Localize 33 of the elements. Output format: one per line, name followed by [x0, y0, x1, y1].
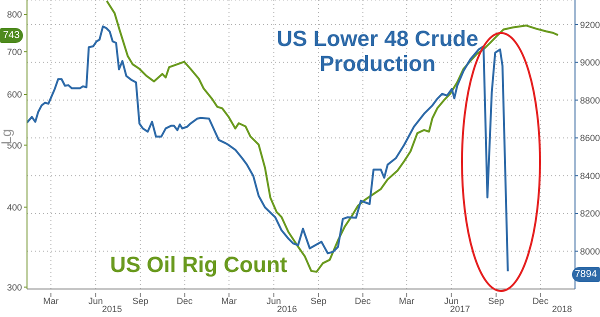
text: 2018	[552, 304, 572, 315]
x-tick-label: Jun	[266, 296, 282, 306]
x-tick-label: Mar	[43, 296, 59, 306]
y-tick-label: 600	[6, 90, 22, 100]
y2-tick-label: 9000	[580, 58, 600, 68]
y-tick-label: 800	[6, 10, 22, 20]
text: 2017	[450, 304, 470, 315]
x-tick-label: Sep	[310, 296, 327, 306]
y2-tick-label: 8200	[580, 208, 600, 219]
x-tick-label: Mar	[398, 296, 414, 306]
series-label: US Oil Rig Count	[110, 252, 288, 277]
x-tick-label: Jun	[88, 296, 103, 306]
y-axis-title: Lg	[0, 128, 14, 144]
x-tick-label: Dec	[176, 296, 194, 306]
text: 743	[0, 28, 23, 43]
y-tick-label: 400	[6, 202, 22, 212]
y-tick-label: 700	[6, 46, 22, 57]
x-tick-label: Sep	[488, 296, 504, 306]
series-label: US Lower 48 Crude Production	[276, 26, 480, 76]
text: 2016	[276, 304, 298, 315]
x-tick-label: Sep	[132, 296, 148, 306]
y2-tick-label: 8600	[580, 133, 600, 144]
x-tick-label: Jun	[444, 296, 459, 306]
y-tick-label: 300	[6, 282, 22, 292]
x-tick-label: Dec	[532, 296, 549, 306]
y2-tick-label: 8400	[580, 170, 600, 181]
y2-tick-label: 8800	[580, 95, 600, 106]
x-tick-label: Dec	[354, 296, 372, 306]
x-tick-label: Mar	[221, 296, 237, 306]
y2-tick-label: 8000	[580, 246, 600, 256]
annotation: 7894	[572, 267, 600, 282]
y2-tick-label: 9200	[580, 20, 600, 30]
text: 2015	[102, 304, 122, 315]
